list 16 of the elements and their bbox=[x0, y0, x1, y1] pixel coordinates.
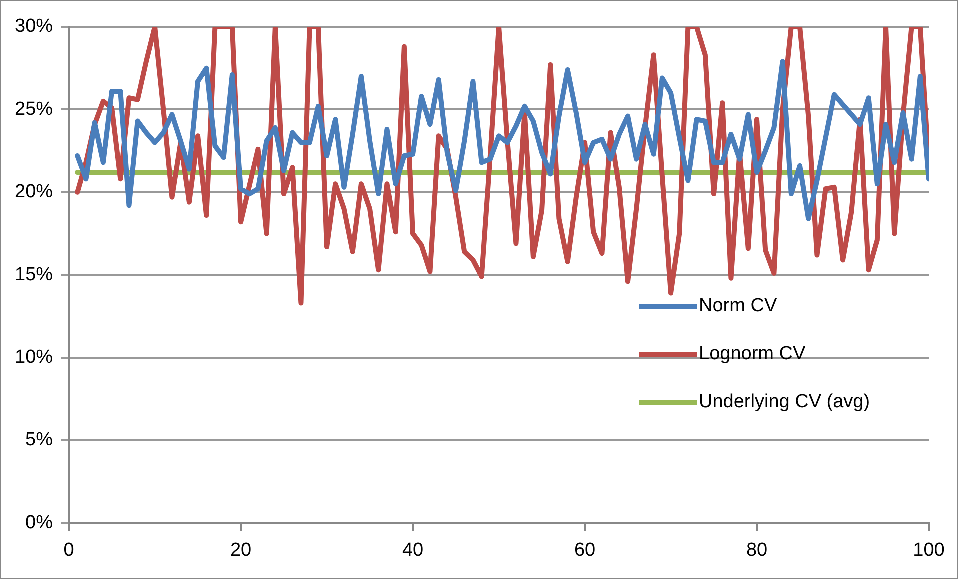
x-tick-label: 0 bbox=[64, 540, 74, 561]
legend-label: Underlying CV (avg) bbox=[699, 392, 870, 413]
x-tick-label: 40 bbox=[402, 540, 424, 561]
y-tick-label: 10% bbox=[14, 347, 54, 368]
y-tick-label: 30% bbox=[14, 16, 54, 38]
y-tick-label: 5% bbox=[26, 430, 54, 451]
legend-label: Norm CV bbox=[699, 296, 778, 317]
y-tick-label: 0% bbox=[26, 512, 54, 534]
x-tick-label: 80 bbox=[746, 540, 768, 561]
x-tick-label: 100 bbox=[913, 540, 945, 561]
x-tick-label: 20 bbox=[230, 540, 252, 561]
y-tick-label: 20% bbox=[14, 182, 54, 203]
y-tick-label: 25% bbox=[14, 98, 54, 120]
legend-label: Lognorm CV bbox=[699, 344, 806, 365]
x-tick-label: 60 bbox=[574, 540, 596, 561]
y-tick-label: 15% bbox=[14, 264, 54, 286]
